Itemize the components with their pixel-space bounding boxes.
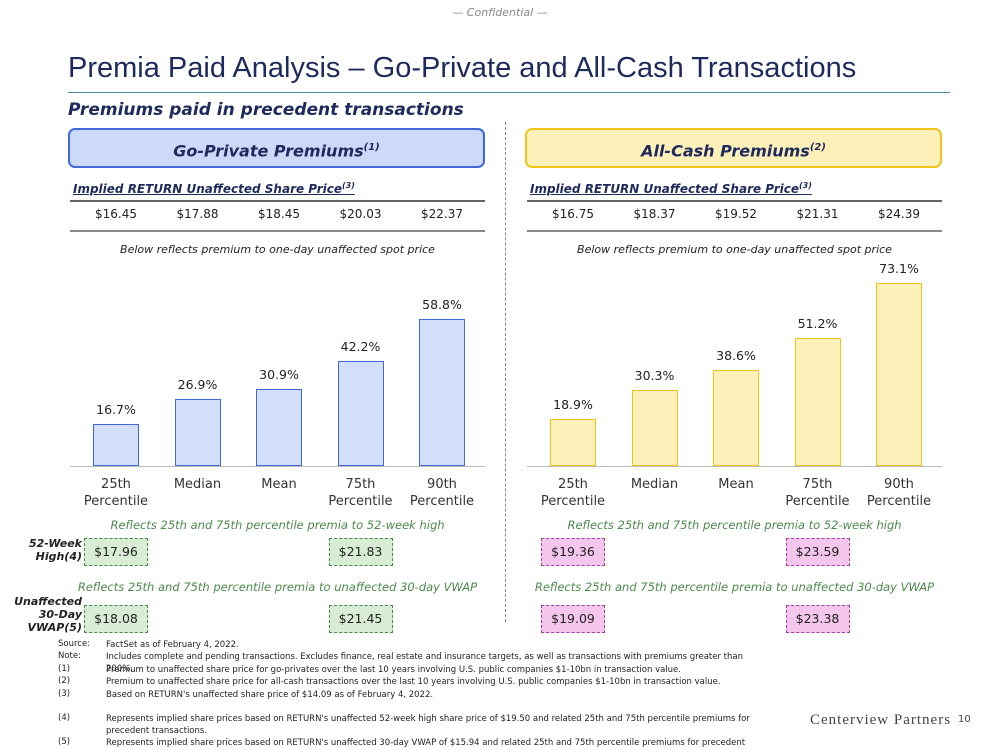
value-label: 26.9%: [177, 376, 218, 392]
footnote-mark: (3): [58, 688, 71, 699]
note-mark: (2): [809, 142, 826, 153]
price-box: $17.96: [84, 538, 148, 566]
price: $21.31: [796, 207, 839, 221]
bar: [713, 369, 759, 466]
bar: [93, 424, 139, 466]
price: $22.37: [421, 207, 463, 221]
value-label: 30.9%: [259, 366, 299, 382]
price: $20.03: [339, 207, 382, 221]
logo: Centerview Partners: [810, 712, 952, 728]
price: $16.75: [552, 207, 594, 221]
x-tick-label: 75th Percentile: [785, 477, 850, 509]
bar: [419, 319, 465, 466]
row-label: 52-Week High(4): [28, 537, 82, 563]
divider: [505, 122, 506, 622]
price: $16.45: [95, 207, 137, 221]
bar: [631, 390, 678, 466]
note-mark: (3): [799, 181, 812, 190]
caption: Below reflects premium to one-day unaffe…: [120, 243, 435, 256]
price-box: $19.09: [541, 605, 605, 633]
value-label: 58.8%: [422, 297, 462, 312]
bar: [550, 418, 596, 466]
title-box: Go-Private Premiums(1): [68, 128, 485, 168]
x-tick-label: Mean: [718, 477, 754, 492]
x-tick-label: 75th Percentile: [328, 477, 393, 509]
value-label: 42.2%: [340, 338, 381, 354]
x-tick-label: Median: [173, 477, 222, 492]
bar: [337, 360, 384, 466]
note: Reflects 25th and 75th percentile premia…: [77, 580, 478, 594]
note: Reflects 25th and 75th percentile premia…: [534, 580, 935, 594]
note-mark: (1): [363, 142, 380, 153]
baseline: [70, 466, 485, 467]
price: $18.37: [633, 207, 676, 221]
footnote-text: Premium to unaffected share price for go…: [106, 664, 681, 675]
bar: [794, 338, 841, 466]
footnote-mark: (5): [58, 737, 71, 748]
footnote-mark: (2): [58, 676, 71, 687]
footnote-text: Includes complete and pending transactio…: [106, 652, 744, 675]
x-tick-label: Mean: [261, 477, 297, 492]
price-box: $19.36: [541, 538, 605, 566]
footnote-text: Represents implied share prices based on…: [106, 738, 746, 749]
footnote-mark: Note:: [58, 651, 81, 662]
rule: [70, 200, 485, 202]
bar: [256, 388, 302, 466]
page-number: 10: [958, 714, 971, 725]
footnote-text: Based on RETURN's unaffected share price…: [106, 689, 434, 700]
price-label: Implied RETURN Unaffected Share Price(3): [73, 181, 355, 196]
footnote-text: Represents implied share prices based on…: [106, 714, 750, 736]
value-label: 73.1%: [879, 261, 919, 277]
footnote-mark: (1): [58, 663, 71, 674]
value-label: 30.3%: [634, 368, 675, 384]
baseline: [527, 466, 942, 467]
x-tick-label: 90th Percentile: [866, 477, 932, 509]
note: Reflects 25th and 75th percentile premia…: [567, 518, 902, 532]
title-box: All-Cash Premiums(2): [525, 128, 942, 168]
footnote-mark: (4): [58, 713, 71, 723]
rule: [70, 230, 485, 232]
x-tick-label: 25th Percentile: [83, 477, 149, 509]
rule: [527, 200, 942, 202]
bar: [174, 398, 221, 466]
title: Premia Paid Analysis – Go-Private and Al…: [68, 52, 857, 84]
x-tick-label: 25th Percentile: [540, 477, 606, 509]
price-box: $23.38: [785, 605, 850, 633]
price-label: Implied RETURN Unaffected Share Price(3): [530, 181, 812, 196]
price: $24.39: [878, 207, 920, 221]
chart-title: All-Cash Premiums: [641, 141, 810, 161]
price-box: $21.45: [328, 605, 393, 633]
bar: [876, 283, 922, 466]
price: $19.52: [715, 207, 757, 221]
price-box: $23.59: [785, 538, 850, 566]
rule: [527, 230, 942, 232]
price: $18.45: [258, 207, 300, 221]
x-tick-label: 90th Percentile: [409, 477, 475, 509]
value-label: 38.6%: [716, 347, 756, 363]
row-label: Unaffected 30-Day VWAP(5): [14, 595, 82, 634]
value-label: 16.7%: [96, 402, 136, 418]
footnote-text: Premium to unaffected share price for al…: [106, 677, 721, 688]
value-label: 51.2%: [797, 316, 838, 331]
price-box: $18.08: [84, 605, 148, 633]
confidential: — Confidential —: [452, 6, 548, 19]
caption: Below reflects premium to one-day unaffe…: [577, 243, 892, 256]
footnote-text: FactSet as of February 4, 2022.: [106, 640, 239, 650]
note: Reflects 25th and 75th percentile premia…: [110, 518, 445, 532]
title-rule: [68, 92, 950, 93]
subtitle: Premiums paid in precedent transactions: [68, 100, 464, 120]
chart-title: Go-Private Premiums: [173, 141, 364, 161]
footnote-mark: Source:: [58, 639, 91, 649]
x-tick-label: Median: [630, 477, 679, 492]
note-mark: (3): [342, 181, 355, 190]
value-label: 18.9%: [553, 396, 593, 412]
price: $17.88: [176, 207, 219, 221]
price-box: $21.83: [328, 538, 393, 566]
